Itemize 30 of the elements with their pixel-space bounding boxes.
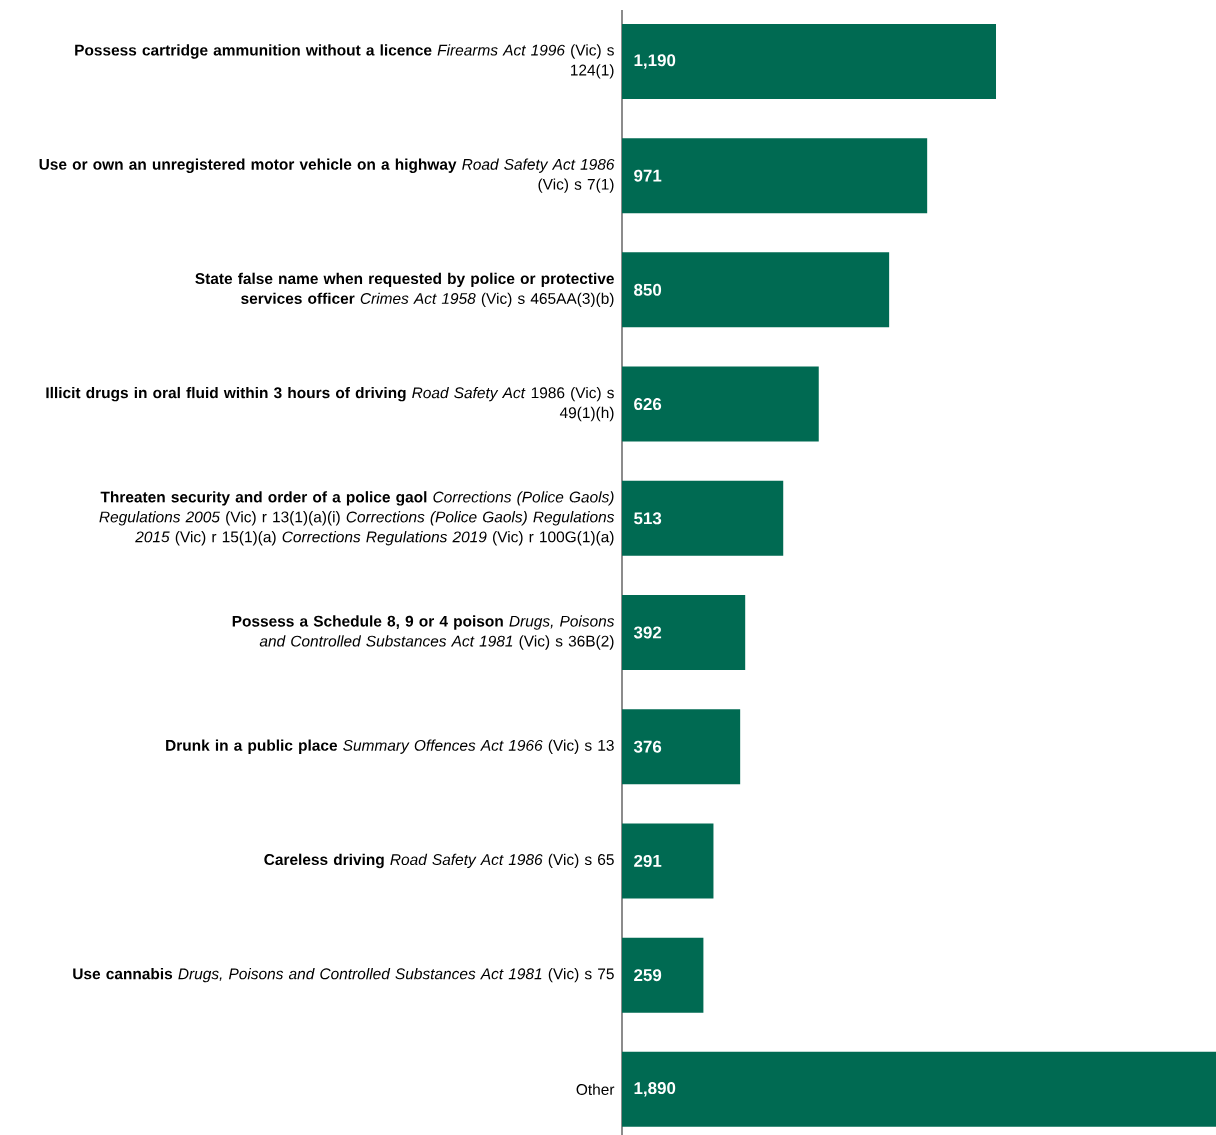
bar [622, 1051, 1216, 1127]
bar [622, 709, 741, 785]
data-label: 1,190 [634, 54, 676, 69]
y-tick-label: Careless driving Road Safety Act 1986 (Vic) s 65 [264, 853, 614, 869]
bar [622, 937, 704, 1013]
bar [622, 252, 890, 328]
y-tick-label: Use cannabis Drugs, Poisons and Controlled Substances Act 1981 (Vic) s 75 [73, 967, 614, 983]
data-label: 291 [634, 854, 662, 867]
data-label: 971 [634, 169, 662, 182]
y-tick-label: Use or own an unregistered motor vehicle on a highway Road Safety Act 1986 (Vic) s 7(1) [39, 158, 615, 193]
category-label: Threaten security and order of a police gaol Corrections (Police Gaols) Regulations 2005 (Vic) r 13(1)(a)(i) Corrections (Police Gaols) Regulations 2015 (Vic) r 15(1)(a) Corrections Regulations 2019 (Vic) r 100G(1)(a) [99, 491, 615, 546]
data-label: 626 [634, 398, 662, 411]
data-label: 376 [633, 740, 662, 753]
data-label: 392 [633, 626, 662, 639]
data-label: 850 [634, 283, 662, 296]
data-label: 259 [634, 969, 662, 982]
y-tick-label: Possess cartridge ammunition without a licence Firearms Act 1996 (Vic) s 124(1) [75, 44, 614, 79]
bar [622, 480, 784, 556]
y-tick-label: State false name when requested by police or protective services officer Crimes Act 1958 (Vic) s 465AA(3)(b) [195, 272, 614, 308]
y-tick-label: Other [576, 1083, 615, 1096]
bar [622, 595, 746, 670]
data-label: 513 [634, 512, 662, 525]
y-tick-label: Drunk in a public place Summary Offences Act 1966 (Vic) s 13 [166, 739, 614, 754]
y-tick-label: Illicit drugs in oral fluid within 3 hours of driving Road Safety Act 1986 (Vic) s 49(1)(h) [46, 386, 614, 422]
bar [622, 366, 819, 442]
bar [622, 823, 714, 899]
data-label: 1,890 [634, 1082, 676, 1097]
bar [622, 138, 928, 214]
y-tick-label: Possess a Schedule 8, 9 or 4 poison Drugs, Poisons and Controlled Substances Act 1981 (Vic) s 36B(2) [232, 615, 615, 650]
bar [622, 23, 996, 99]
